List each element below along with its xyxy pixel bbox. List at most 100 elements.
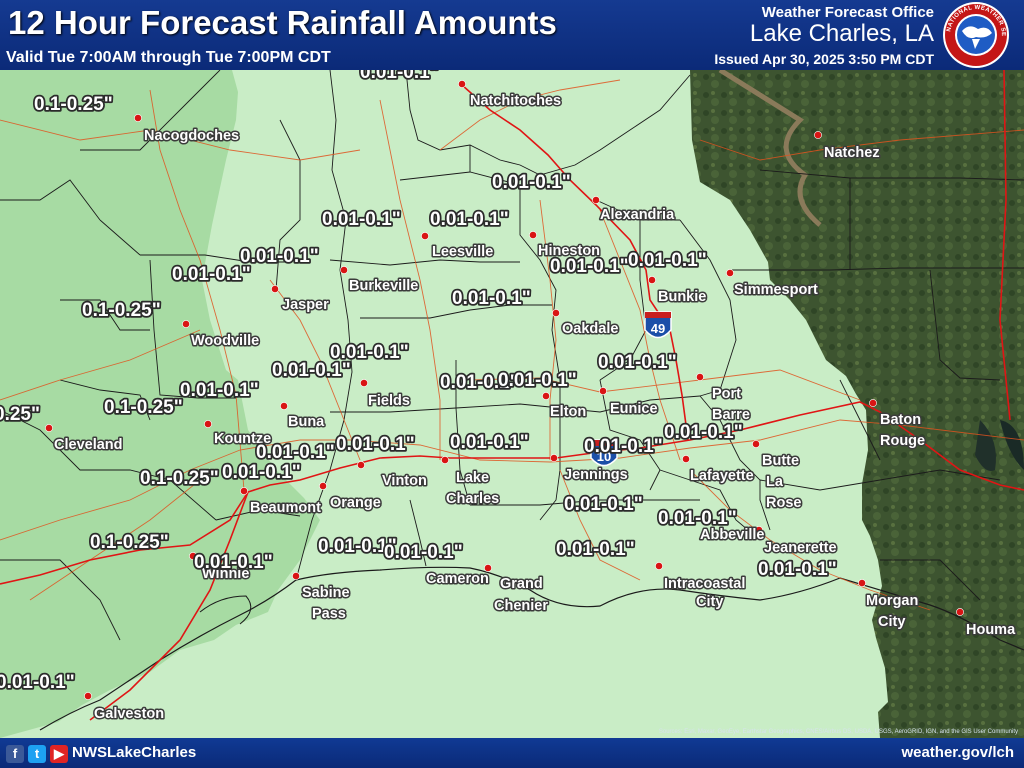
city-label: Buna xyxy=(288,414,325,430)
office-name: Lake Charles, LA xyxy=(749,20,934,47)
city-dot-galveston xyxy=(84,692,92,700)
amount-cameron: 0.01-0.1" xyxy=(384,542,463,563)
city-dot-buna xyxy=(280,402,288,410)
highways xyxy=(0,79,1024,611)
galveston-bay-shore xyxy=(199,595,252,625)
youtube-icon[interactable]: ▶ xyxy=(50,745,68,763)
amount-jasper: 0.01-0.1" xyxy=(172,264,251,285)
city-label: City xyxy=(696,594,723,610)
city-dot-butte-la-rose xyxy=(752,440,760,448)
city-dot-morgan-city xyxy=(858,579,866,587)
city-label: Galveston xyxy=(94,706,164,722)
city-dot-alexandria xyxy=(592,196,600,204)
city-dot-cameron xyxy=(484,564,492,572)
city-label: Simmesport xyxy=(734,282,818,298)
amount-abbeville: 0.01-0.1" xyxy=(658,508,737,529)
city-dot-beaumont xyxy=(240,487,248,495)
city-dot-kountze xyxy=(204,420,212,428)
city-label: La xyxy=(766,474,784,490)
amount-woodville: 0.1-0.25" xyxy=(82,300,161,321)
city-label: Abbeville xyxy=(700,527,764,543)
city-label: Lake xyxy=(456,470,489,486)
facebook-icon[interactable]: f xyxy=(6,745,24,763)
city-dot-orange xyxy=(319,482,327,490)
amount-lafayette: 0.01-0.1" xyxy=(664,422,743,443)
city-label: Barre xyxy=(712,407,750,423)
city-label: Fields xyxy=(368,393,410,409)
amount-nw: 0.1-0.25" xyxy=(34,94,113,115)
city-dot-baton-rouge xyxy=(869,399,877,407)
city-label: Burkeville xyxy=(349,278,418,294)
lake-pontchartrain xyxy=(1000,420,1024,470)
graphic-title: 12 Hour Forecast Rainfall Amounts xyxy=(8,4,557,41)
city-label: Charles xyxy=(446,491,499,507)
interstate-49-shield: 49 xyxy=(644,311,672,339)
city-label: Chenier xyxy=(494,598,548,614)
amount-kountze-north: 0.01-0.1" xyxy=(180,380,259,401)
amount-natchitoches-cut: 0.01-0.1" xyxy=(360,70,439,83)
amount-bunkie: 0.01-0.1" xyxy=(628,250,707,271)
satellite-imagery xyxy=(690,70,1024,738)
city-label: Natchez xyxy=(824,145,880,161)
city-dot-natchitoches xyxy=(458,80,466,88)
city-label: Jasper xyxy=(282,297,329,313)
city-label: Pass xyxy=(312,606,346,622)
amount-beaumont-west: 0.1-0.25" xyxy=(140,468,219,489)
city-label: Lafayette xyxy=(690,468,754,484)
office-label: Weather Forecast Office xyxy=(761,4,934,21)
amount-intracoastal-city: 0.01-0.1" xyxy=(556,539,635,560)
amount-toledo-west: 0.01-0.1" xyxy=(322,209,401,230)
city-label: Rose xyxy=(766,495,801,511)
city-dot-natchez xyxy=(814,131,822,139)
city-label: Leesville xyxy=(432,244,493,260)
amount-lake-charles: 0.01-0.1" xyxy=(450,432,529,453)
valid-period: Valid Tue 7:00AM through Tue 7:00PM CDT xyxy=(6,49,331,66)
city-dot-fields xyxy=(360,379,368,387)
amount-vermilion: 0.01-0.1" xyxy=(564,494,643,515)
city-label: Bunkie xyxy=(658,289,706,305)
city-label: Nacogdoches xyxy=(144,128,239,144)
city-label: Woodville xyxy=(191,333,259,349)
city-dot-intracoastal-city xyxy=(655,562,663,570)
city-dot-vinton xyxy=(357,461,365,469)
city-label: Cleveland xyxy=(54,437,123,453)
svg-text:10: 10 xyxy=(597,449,611,464)
city-label: Jennings xyxy=(564,467,628,483)
city-label: Intracoastal xyxy=(664,576,745,592)
amount-jennings: 0.01-0.1" xyxy=(584,436,663,457)
city-dot-cleveland xyxy=(45,424,53,432)
city-label: Orange xyxy=(330,495,381,511)
city-label: Baton xyxy=(880,412,921,428)
city-label: Eunice xyxy=(610,401,658,417)
mississippi-river xyxy=(718,70,822,227)
nws-logo-icon: NATIONAL WEATHER SERVICE xyxy=(942,1,1009,68)
city-label: Cameron xyxy=(426,571,489,587)
amount-elton: 0.01-0.1" xyxy=(498,370,577,391)
city-dot-eunice xyxy=(599,387,607,395)
moderate-rain-area xyxy=(0,70,320,738)
twitter-icon[interactable]: t xyxy=(28,745,46,763)
city-dot-lake-charles xyxy=(441,456,449,464)
city-label: Houma xyxy=(966,622,1016,638)
city-labels: Natchitoches Nacogdoches Natchez Alexandria… xyxy=(53,92,1018,724)
city-label: Oakdale xyxy=(562,321,618,337)
amount-oakdale: 0.01-0.1" xyxy=(452,288,531,309)
city-dot-sabine-pass xyxy=(292,572,300,580)
city-label: Butte xyxy=(762,453,799,469)
website-link[interactable]: weather.gov/lch xyxy=(901,744,1014,761)
city-label: Winnie xyxy=(202,566,249,582)
amount-vinton: 0.01-0.1" xyxy=(336,434,415,455)
city-dot-woodville xyxy=(182,320,190,328)
amount-johnsons-bayou: 0.01-0.1" xyxy=(318,536,397,557)
city-label: City xyxy=(878,614,905,630)
amount-beaumont: 0.01-0.1" xyxy=(222,462,301,483)
county-boundaries xyxy=(0,70,1024,641)
footer-bar: f t ▶ NWSLakeCharles weather.gov/lch xyxy=(0,738,1024,768)
amount-orange-north: 0.01-0.1" xyxy=(256,442,335,463)
city-dot-houma xyxy=(956,608,964,616)
city-dot-leesville xyxy=(421,232,429,240)
forecast-map: 49 10 xyxy=(0,70,1024,738)
city-label: Grand xyxy=(500,576,543,592)
amount-alexandria: 0.01-0.1" xyxy=(492,172,571,193)
social-handle[interactable]: NWSLakeCharles xyxy=(72,744,197,761)
